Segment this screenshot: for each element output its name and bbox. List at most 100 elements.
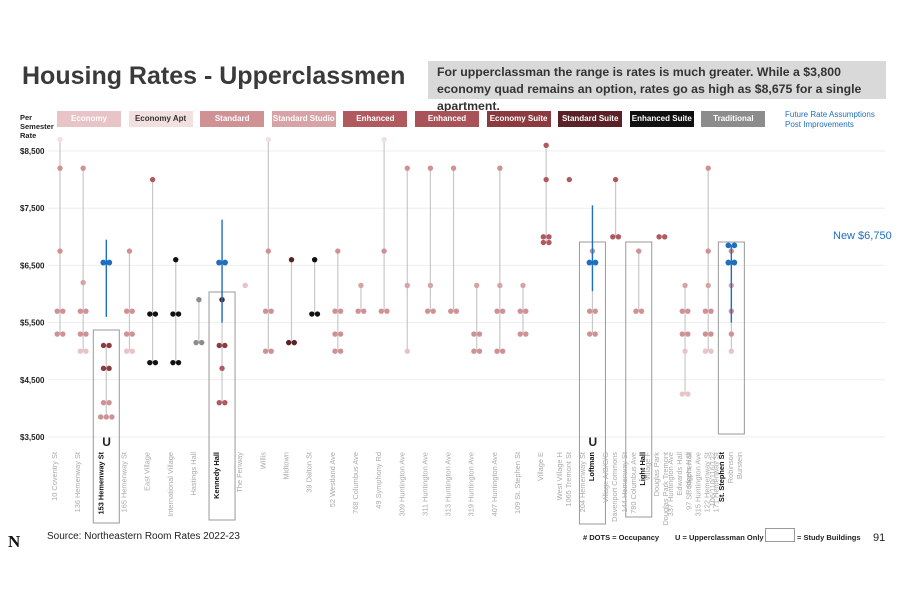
occupancy-dot [265, 248, 272, 254]
occupancy-dot [404, 165, 410, 171]
building-label: Davenport Commons [610, 452, 619, 522]
building-label: 39 Dalton St [305, 452, 314, 493]
building-label: 780 Columbus Ave [629, 452, 638, 514]
building-label: St. Stephen St [717, 451, 726, 502]
occupancy-dot [546, 239, 552, 246]
occupancy-dot [517, 331, 523, 337]
study-building-box [92, 329, 120, 524]
occupancy-dot [358, 282, 364, 289]
occupancy-dot [404, 348, 410, 354]
occupancy-dot [262, 308, 269, 314]
occupancy-dot [427, 282, 434, 289]
occupancy-dot [286, 339, 292, 346]
occupancy-dot [265, 136, 272, 143]
upperclassman-marker: U [588, 435, 597, 449]
occupancy-dot [123, 308, 130, 314]
occupancy-dot [337, 308, 344, 314]
building-label: 337 Huntington Ave [666, 452, 675, 516]
occupancy-dot [708, 348, 714, 354]
occupancy-dot [60, 308, 66, 314]
y-tick-label: $8,500 [20, 147, 45, 156]
legend-item: Standard Studio [271, 111, 336, 127]
building-label: 49 Symphony Rd [374, 452, 383, 509]
y-axis-label-text: Per Semester Rate [20, 113, 54, 140]
occupancy-dot [705, 282, 711, 289]
occupancy-dot [633, 308, 639, 314]
occupancy-dot [196, 297, 202, 303]
y-tick-label: $5,500 [20, 319, 45, 328]
occupancy-dot [54, 331, 60, 337]
occupancy-dot [453, 308, 460, 314]
occupancy-dot [448, 308, 454, 314]
occupancy-dot [728, 348, 735, 354]
legend-item: Enhanced [343, 111, 408, 127]
occupancy-dot [106, 365, 112, 372]
occupancy-dot [106, 342, 112, 349]
occupancy-dot [242, 282, 248, 289]
future-rate-dot [725, 259, 732, 266]
future-rate-dot [731, 259, 738, 266]
occupancy-dot [430, 308, 436, 314]
occupancy-dot [636, 248, 642, 254]
occupancy-dot [106, 399, 112, 406]
building-label: Village F [643, 452, 652, 481]
occupancy-dot [523, 308, 529, 314]
occupancy-dot [497, 282, 503, 289]
occupancy-dot [57, 165, 63, 171]
occupancy-dot [705, 165, 711, 171]
occupancy-dot [170, 311, 176, 317]
occupancy-dot [175, 359, 182, 366]
upperclassman-marker: U [102, 435, 111, 449]
occupancy-dot [523, 331, 529, 337]
occupancy-dot [586, 331, 593, 337]
occupancy-dot [77, 348, 84, 354]
occupancy-dot [540, 234, 547, 240]
occupancy-dot [222, 342, 228, 349]
occupancy-dot [450, 165, 457, 171]
future-rate-dot [592, 259, 599, 266]
building-label: 136 Hemenway St [73, 452, 82, 512]
occupancy-dot [314, 311, 321, 317]
y-tick-label: $7,500 [20, 204, 45, 213]
occupancy-dot [378, 308, 384, 314]
occupancy-dot [193, 339, 199, 346]
occupancy-dot [311, 256, 318, 263]
legend-item: Traditional [701, 111, 766, 127]
occupancy-dot [685, 308, 691, 314]
building-label: Douglas Park Tremont [661, 452, 670, 526]
occupancy-dot [262, 348, 269, 354]
occupancy-dot [173, 256, 179, 263]
building-label: 407 Huntington Ave [490, 452, 499, 516]
building-label: 319 Huntington Ave [467, 452, 476, 516]
occupancy-dot [592, 308, 598, 314]
occupancy-dot [638, 308, 645, 314]
occupancy-dot [103, 414, 110, 420]
legend-item: Standard Suite [558, 111, 623, 127]
occupancy-dot [499, 308, 506, 314]
occupancy-dot [332, 308, 338, 314]
occupancy-dot [60, 331, 66, 337]
occupancy-dot [520, 282, 526, 289]
occupancy-dot [291, 339, 297, 346]
source-note: Source: Northeastern Room Rates 2022-23 [47, 531, 240, 542]
building-label: 144 Hemenway St [620, 452, 629, 512]
occupancy-dot [476, 348, 483, 354]
occupancy-dot [83, 348, 89, 354]
new-rate-annotation: New $6,750 [833, 230, 892, 242]
occupancy-dot [685, 331, 691, 337]
occupancy-dot [682, 282, 688, 289]
building-label: 309 Huntington Ave [397, 452, 406, 516]
occupancy-dot [216, 399, 222, 406]
y-tick-label: $4,500 [20, 376, 45, 385]
occupancy-dot [337, 348, 344, 354]
occupancy-dot [474, 282, 480, 289]
occupancy-dot [147, 359, 153, 366]
occupancy-dot [123, 331, 130, 337]
occupancy-dot [332, 331, 338, 337]
building-label: Kennedy Hall [212, 452, 221, 499]
occupancy-dot [123, 348, 130, 354]
occupancy-dot [517, 308, 523, 314]
occupancy-dot [610, 234, 616, 240]
building-label: 311 Huntington Ave [420, 452, 429, 516]
building-label: Willis [258, 452, 267, 470]
